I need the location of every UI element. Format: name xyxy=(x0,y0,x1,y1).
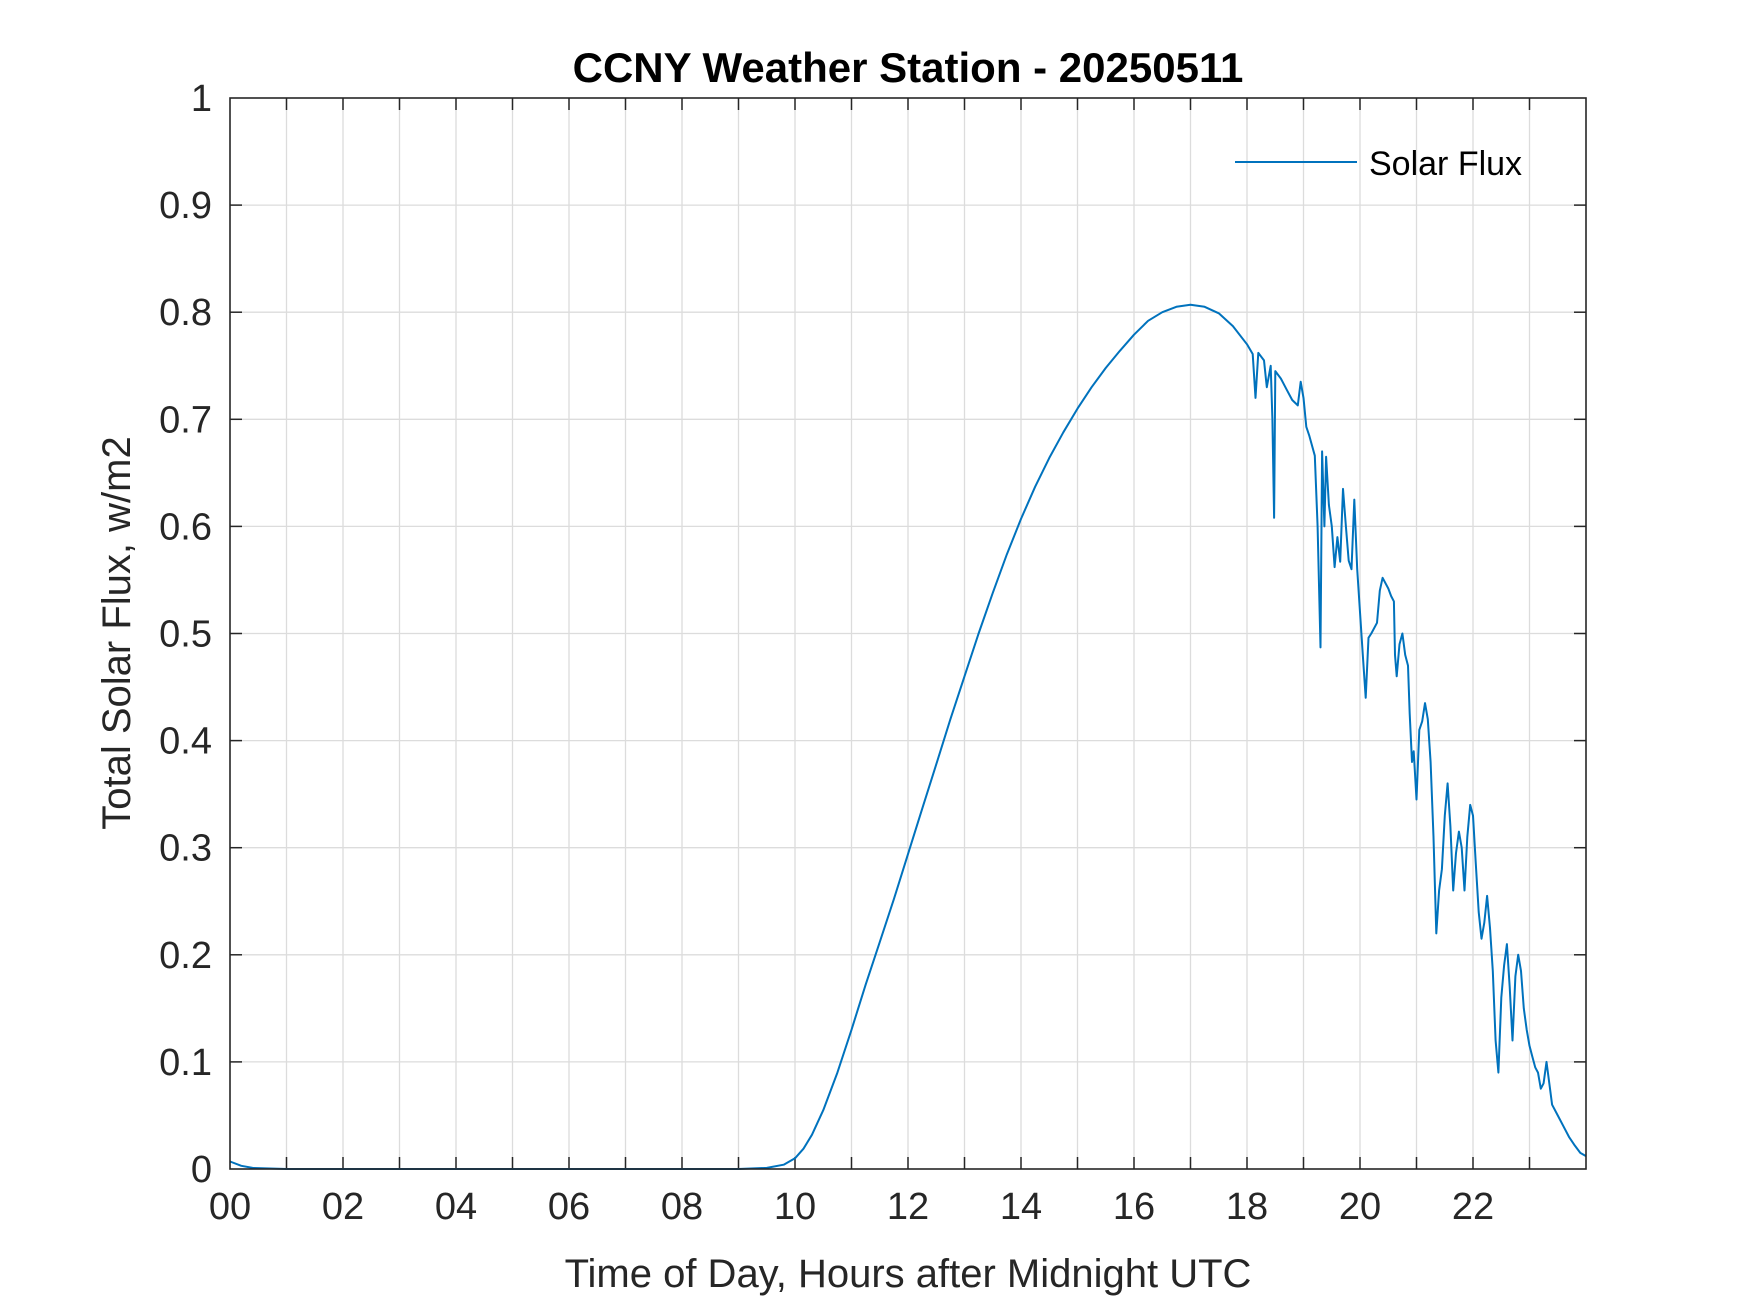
x-tick-label: 18 xyxy=(1226,1186,1268,1228)
x-tick-label: 12 xyxy=(887,1186,929,1228)
y-tick-label: 0.9 xyxy=(159,185,212,227)
y-tick-label: 0.4 xyxy=(159,721,212,763)
y-tick-label: 1 xyxy=(191,78,212,120)
chart-title: CCNY Weather Station - 20250511 xyxy=(573,44,1244,91)
x-tick-label: 02 xyxy=(322,1186,364,1228)
x-tick-labels: 00 02 04 06 08 10 12 14 16 18 20 22 xyxy=(209,1186,1494,1228)
legend-label-solar-flux: Solar Flux xyxy=(1369,145,1522,183)
tick-marks xyxy=(230,98,1586,1169)
x-tick-label: 06 xyxy=(548,1186,590,1228)
x-tick-label: 14 xyxy=(1000,1186,1042,1228)
x-tick-label: 08 xyxy=(661,1186,703,1228)
x-tick-label: 22 xyxy=(1452,1186,1494,1228)
axes-box xyxy=(229,97,1587,1170)
x-tick-label: 04 xyxy=(435,1186,477,1228)
x-tick-label: 10 xyxy=(774,1186,816,1228)
x-axis-label: Time of Day, Hours after Midnight UTC xyxy=(565,1252,1252,1296)
y-tick-label: 0.5 xyxy=(159,614,212,656)
y-tick-label: 0.3 xyxy=(159,828,212,870)
x-tick-label: 20 xyxy=(1339,1186,1381,1228)
y-tick-label: 0.7 xyxy=(159,399,212,441)
series-line-solar-flux xyxy=(229,303,1587,1170)
y-axis-label: Total Solar Flux, w/m2 xyxy=(95,436,139,829)
x-tick-label: 00 xyxy=(209,1186,251,1228)
y-tick-label: 0.6 xyxy=(159,506,212,548)
legend: Solar Flux xyxy=(1235,145,1522,183)
grid xyxy=(230,98,1586,1169)
x-tick-label: 16 xyxy=(1113,1186,1155,1228)
y-tick-label: 0 xyxy=(191,1149,212,1191)
y-tick-label: 0.8 xyxy=(159,292,212,334)
y-tick-label: 0.2 xyxy=(159,935,212,977)
y-tick-label: 0.1 xyxy=(159,1042,212,1084)
y-tick-labels: 0 0.1 0.2 0.3 0.4 0.5 0.6 0.7 0.8 0.9 1 xyxy=(159,78,212,1191)
series-layer xyxy=(229,303,1587,1170)
